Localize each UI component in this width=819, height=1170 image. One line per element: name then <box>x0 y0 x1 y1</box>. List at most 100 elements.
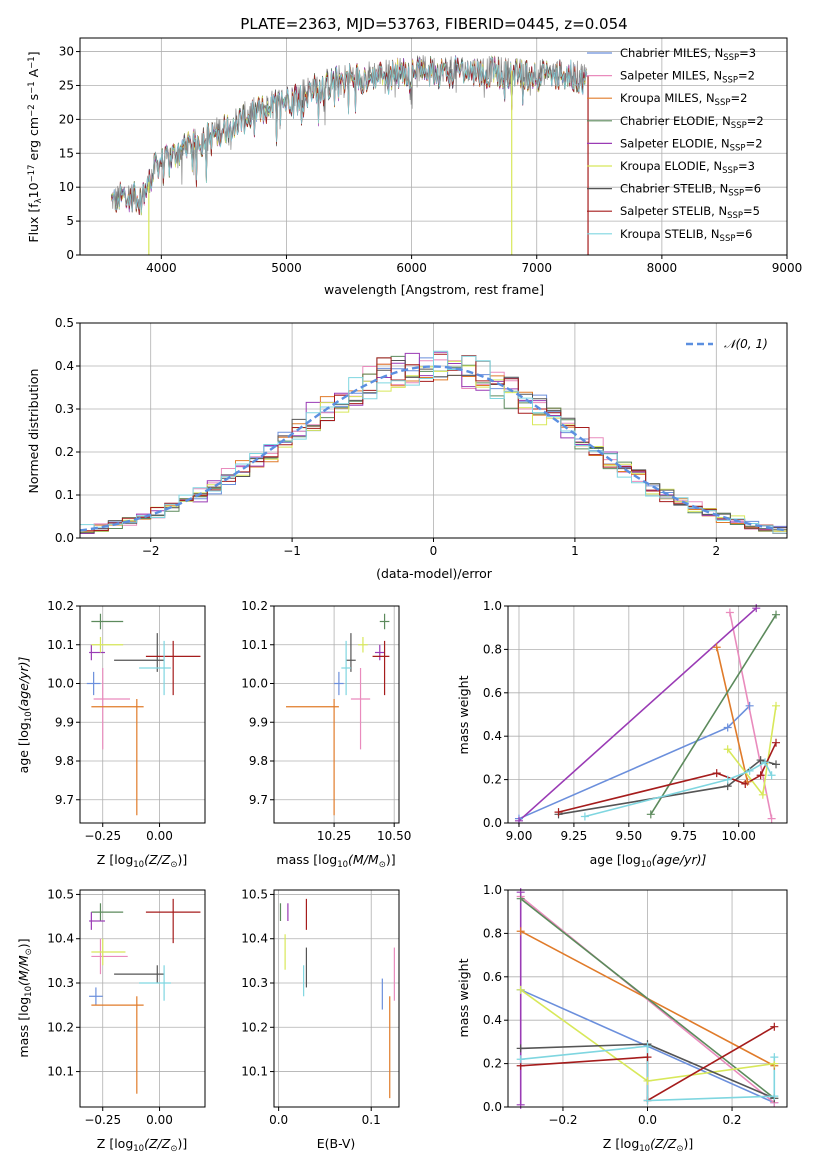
weight-marker-kroupa-stelib <box>770 1053 779 1062</box>
label-part: Flux [f <box>26 203 41 243</box>
x-tick-label: 0.0 <box>638 1113 657 1127</box>
x-tick-label: 0.00 <box>146 829 173 843</box>
weight-marker-chabrier-elodie <box>772 610 781 619</box>
label-part: Chabrier STELIB, N <box>620 182 728 196</box>
weight-marker-kroupa-elodie <box>758 790 767 799</box>
normal-curve <box>80 365 787 532</box>
label-part: (age/yr)] <box>652 852 707 867</box>
label-part: =2 <box>738 69 755 83</box>
label-part: −1 <box>27 56 37 69</box>
y-tick-label: 1.0 <box>483 883 502 897</box>
label-part: (age/yr)] <box>16 657 31 712</box>
plot-area <box>110 55 589 255</box>
y-tick-label: 9.9 <box>249 715 268 729</box>
y-tick-label: 0.3 <box>55 402 74 416</box>
x-axis-label: wavelength [Angstrom, rest frame] <box>324 282 544 297</box>
weight-marker-chabrier-stelib <box>516 1044 525 1053</box>
x-tick-label: −0.25 <box>84 829 121 843</box>
label-part: (Z/Z <box>650 1136 677 1151</box>
x-axis-label: mass [log10(M/M⊙)] <box>276 852 395 870</box>
y-axis-label: Flux [fλ10−17 erg cm−2 s−1 A−1] <box>26 51 44 242</box>
label-part: ⊙ <box>24 948 34 955</box>
x-tick-label: 4000 <box>146 261 177 275</box>
label-part: =6 <box>744 182 761 196</box>
weight-marker-kroupa-stelib <box>767 771 776 780</box>
x-tick-label: −0.2 <box>548 1113 577 1127</box>
label-part: 10 <box>133 1144 144 1154</box>
x-tick-label: 8000 <box>647 261 678 275</box>
label-part: 10 <box>24 986 34 997</box>
label-part: E(B-V) <box>317 1136 356 1151</box>
weight-marker-kroupa-stelib <box>643 1042 652 1051</box>
label-part: Z [log <box>603 1136 639 1151</box>
y-tick-label: 0.4 <box>55 359 74 373</box>
spectrum-model-kroupa-stelib <box>111 55 588 213</box>
weight-marker-chabrier-stelib <box>772 760 781 769</box>
y-tick-label: 1.0 <box>483 599 502 613</box>
legend-normal-label: 𝒩(0, 1) <box>724 337 768 351</box>
x-tick-label: 0.00 <box>146 1113 173 1127</box>
plot-area <box>518 607 777 822</box>
x-axis-label: E(B-V) <box>317 1136 356 1151</box>
label-part: 10 <box>24 711 34 722</box>
y-tick-label: 0.0 <box>483 1100 502 1114</box>
y-tick-label: 30 <box>59 45 74 59</box>
y-tick-label: 0.6 <box>483 686 502 700</box>
y-tick-label: 0.4 <box>483 729 502 743</box>
label-part: (Z/Z <box>144 1136 171 1151</box>
y-tick-label: 15 <box>59 146 74 160</box>
y-tick-label: 10.2 <box>241 599 268 613</box>
weight-marker-kroupa-elodie <box>723 745 732 754</box>
y-tick-label: 10.2 <box>47 599 74 613</box>
x-tick-label: −1 <box>283 544 301 558</box>
label-part: 10 <box>641 860 652 870</box>
axes-frame <box>273 605 400 824</box>
y-tick-label: 10.0 <box>241 677 268 691</box>
weight-marker-kroupa-stelib <box>580 812 589 821</box>
x-tick-label: 0.0 <box>269 1113 288 1127</box>
weight-marker-chabrier-elodie <box>646 810 655 819</box>
label-part: (Z/Z <box>144 852 171 867</box>
axes-frame <box>79 37 788 256</box>
y-tick-label: 0.2 <box>55 445 74 459</box>
legend-entry-kroupa-stelib: Kroupa STELIB, NSSP=6 <box>620 227 752 244</box>
label-part: Z [log <box>97 852 133 867</box>
histogram-kroupa-stelib <box>80 350 787 534</box>
label-part: 10 <box>337 860 348 870</box>
weight-line-chabrier-elodie <box>520 898 775 1099</box>
weight-marker-kroupa-stelib <box>516 1055 525 1064</box>
weight-marker-salpeter-stelib <box>741 779 750 788</box>
label-part: Chabrier MILES, N <box>620 46 723 60</box>
y-tick-label: 0.6 <box>483 970 502 984</box>
weight-marker-salpeter-miles <box>725 608 734 617</box>
weight-marker-chabrier-miles <box>723 723 732 732</box>
y-axis-label: mass weight <box>456 675 471 754</box>
label-part: A <box>26 68 41 81</box>
label-part: 10 <box>26 182 41 198</box>
weight-marker-kroupa-stelib <box>745 766 754 775</box>
x-tick-label: 9.25 <box>561 829 588 843</box>
weight-marker-kroupa-stelib <box>643 1096 652 1105</box>
weight-marker-salpeter-elodie <box>516 888 525 897</box>
y-tick-label: 0.8 <box>483 926 502 940</box>
weight-line-chabrier-elodie <box>650 614 777 815</box>
y-tick-label: 0.1 <box>55 488 74 502</box>
legend-entry-chabrier-elodie: Chabrier ELODIE, NSSP=2 <box>620 114 764 131</box>
weight-marker-salpeter-stelib <box>643 1053 652 1062</box>
label-part: SSP <box>723 53 739 63</box>
x-axis-label: (data-model)/error <box>376 566 493 581</box>
label-part: SSP <box>727 211 743 221</box>
weight-marker-kroupa-elodie <box>772 701 781 710</box>
x-tick-label: 9000 <box>772 261 803 275</box>
label-part: ⊙ <box>170 860 177 870</box>
label-part: −17 <box>27 164 37 182</box>
axes-frame <box>79 605 206 824</box>
plot-area <box>86 613 201 816</box>
label-part: SSP <box>720 233 736 243</box>
label-part: Kroupa ELODIE, N <box>620 159 722 173</box>
label-part: Kroupa STELIB, N <box>620 227 720 241</box>
weight-marker-kroupa-stelib <box>723 775 732 784</box>
x-tick-label: −0.25 <box>84 1113 121 1127</box>
y-axis-label: mass [log10(M/M⊙)] <box>16 938 34 1057</box>
